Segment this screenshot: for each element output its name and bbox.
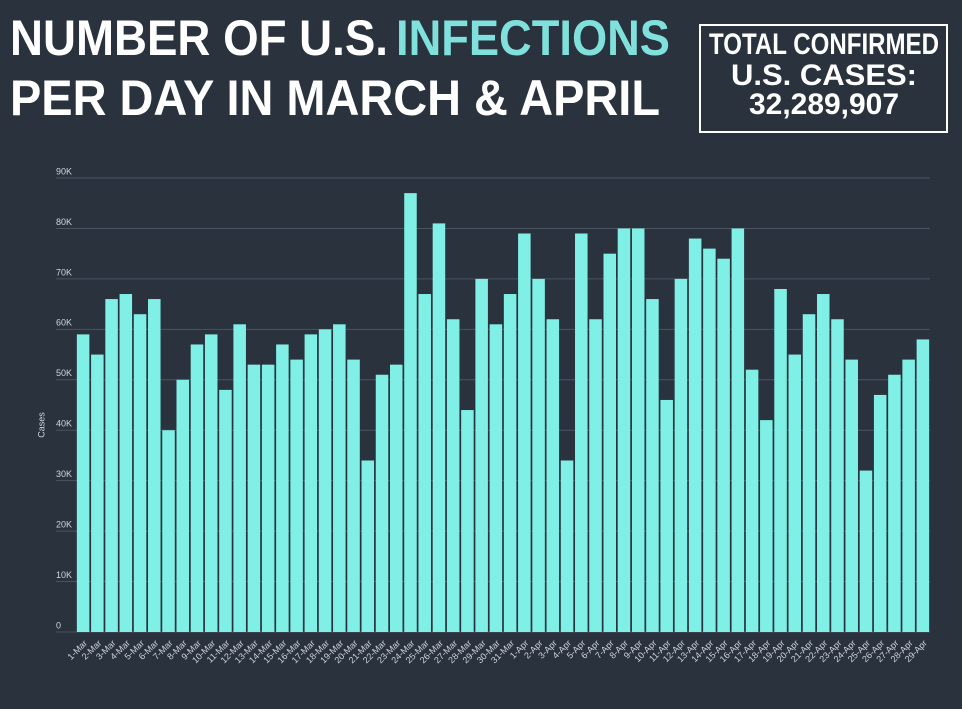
bar (432, 223, 446, 632)
bar (375, 374, 389, 632)
bar (461, 410, 474, 632)
y-tick-label: 20K (56, 519, 72, 529)
title-highlight: INFECTIONS (396, 10, 670, 66)
bar (589, 319, 602, 632)
bar (916, 339, 930, 632)
bar (418, 294, 431, 632)
bar (660, 399, 673, 632)
bar (617, 228, 631, 632)
bar (91, 354, 104, 632)
bar (489, 324, 503, 632)
bar (703, 248, 716, 632)
title-line: PER DAY IN MARCH & APRIL (10, 70, 660, 126)
bar (204, 334, 218, 632)
bar (575, 233, 588, 632)
bar (162, 430, 175, 632)
bar (304, 334, 318, 632)
y-tick-label: 40K (56, 419, 72, 429)
bar (603, 253, 617, 632)
bar (902, 359, 915, 632)
title-line: NUMBER OF U.S. (10, 10, 388, 66)
bar (76, 334, 90, 632)
bar (446, 319, 460, 632)
bar (774, 288, 787, 632)
bar (731, 228, 745, 632)
y-tick-label: 60K (56, 318, 72, 328)
bar (745, 369, 759, 632)
bar (760, 420, 773, 632)
y-tick-label: 30K (56, 469, 72, 479)
bar (873, 394, 887, 632)
bar (247, 364, 261, 632)
bar (646, 299, 659, 632)
total-value: 32,289,907 (749, 88, 899, 121)
bar (845, 359, 858, 632)
bar (888, 374, 901, 632)
bar (105, 299, 118, 632)
y-tick-label: 50K (56, 368, 72, 378)
bar (389, 364, 403, 632)
bar (347, 359, 360, 632)
bar (475, 278, 488, 632)
bar (546, 319, 560, 632)
bar (831, 319, 844, 632)
bar (119, 294, 133, 632)
bar (290, 359, 303, 632)
y-tick-label: 80K (56, 217, 72, 227)
bar (261, 364, 275, 632)
bar (816, 294, 830, 632)
bar (788, 354, 802, 632)
bar (190, 344, 204, 632)
bar (318, 329, 332, 632)
bar (518, 233, 531, 632)
y-axis-label: Cases (36, 412, 46, 438)
y-tick-label: 0 (56, 620, 61, 630)
bar (717, 258, 730, 632)
y-tick-label: 10K (56, 570, 72, 580)
bar (532, 278, 545, 632)
bar (176, 379, 190, 632)
total-label: U.S. CASES: (731, 59, 917, 92)
bar (276, 344, 289, 632)
bar (233, 324, 246, 632)
y-tick-label: 90K (56, 166, 72, 176)
total-label: TOTAL CONFIRMED (709, 28, 939, 61)
bar (688, 238, 702, 633)
bar (560, 460, 574, 632)
bar (503, 294, 517, 632)
bar (219, 389, 232, 632)
bar (859, 470, 873, 632)
bar (148, 299, 161, 632)
bar (802, 314, 816, 632)
bar (404, 193, 417, 632)
bar (333, 324, 346, 632)
total-box (699, 24, 948, 133)
bar (133, 314, 147, 632)
bar (361, 460, 375, 632)
bar (631, 228, 645, 632)
y-tick-label: 70K (56, 267, 72, 277)
bar (674, 278, 688, 632)
